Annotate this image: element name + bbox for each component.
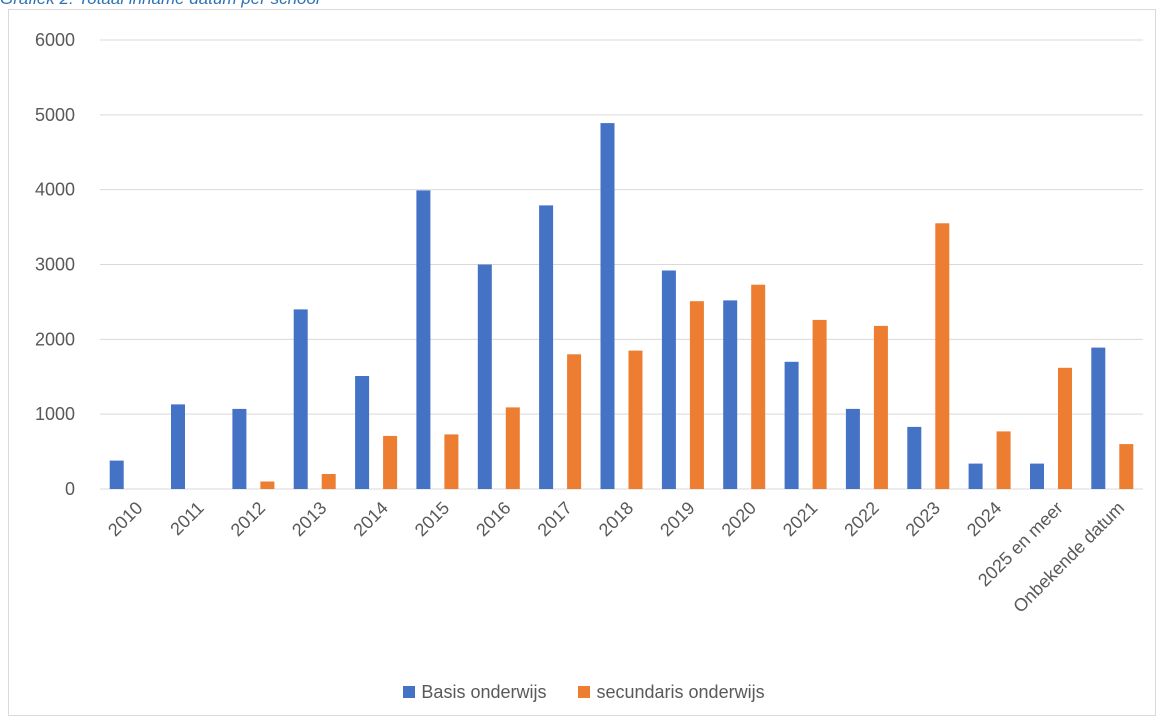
x-tick-label: Onbekende datum: [1009, 498, 1128, 617]
x-tick-label: 2017: [534, 498, 576, 540]
bar-basis-8: [600, 123, 615, 489]
chart-caption: Grafiek 2: Totaal inname datum per schoo…: [0, 0, 320, 9]
legend-item-basis: Basis onderwijs: [403, 682, 546, 703]
x-tick-label: 2015: [411, 498, 453, 540]
legend-label-basis: Basis onderwijs: [421, 681, 547, 702]
bar-basis-15: [1030, 463, 1044, 489]
bar-secundair-7: [567, 354, 582, 489]
bar-basis-3: [293, 309, 308, 489]
y-tick-label: 3000: [35, 255, 75, 275]
bar-secundair-16: [1119, 444, 1134, 489]
bars: [109, 123, 1134, 490]
bar-basis-16: [1091, 347, 1106, 489]
bar-basis-10: [723, 300, 738, 489]
x-tick-label: 2013: [288, 498, 330, 540]
bar-secundair-14: [996, 431, 1011, 489]
x-axis-ticks: 2010 2011 2012 2013 2014 2015 2016 2017 2018 2019…: [104, 498, 1128, 617]
x-tick-label: 2014: [349, 498, 391, 540]
y-tick-label: 5000: [35, 105, 75, 125]
bar-secundair-3: [321, 474, 336, 489]
y-tick-label: 6000: [35, 30, 75, 50]
x-tick-label: 2022: [840, 498, 882, 540]
y-tick-label: 2000: [35, 329, 75, 349]
bar-basis-14: [968, 463, 983, 489]
bar-basis-0: [109, 460, 124, 489]
legend: Basis onderwijs secundaris onderwijs: [0, 681, 1168, 703]
x-tick-label: 2012: [227, 498, 269, 540]
x-tick-label: 2024: [963, 498, 1005, 540]
bar-secundair-10: [751, 284, 766, 489]
x-tick-label: 2010: [104, 498, 146, 540]
x-tick-label: 2020: [718, 498, 760, 540]
bar-basis-11: [784, 361, 799, 489]
bar-basis-7: [539, 205, 554, 489]
bar-basis-6: [477, 264, 492, 489]
y-tick-label: 1000: [35, 404, 75, 424]
chart-frame: [8, 9, 1156, 716]
bar-secundair-6: [505, 407, 520, 489]
bar-secundair-2: [260, 481, 275, 489]
bar-secundair-12: [873, 325, 888, 489]
bar-secundair-4: [383, 435, 398, 489]
bar-basis-9: [661, 270, 676, 489]
y-tick-label: 4000: [35, 180, 75, 200]
bar-secundair-13: [935, 223, 950, 490]
y-axis-ticks: 0 1000 2000 3000 4000 5000 6000: [35, 30, 75, 499]
bar-secundair-5: [444, 434, 459, 489]
x-tick-label: 2023: [902, 498, 944, 540]
bar-basis-1: [171, 404, 185, 489]
bar-basis-12: [845, 408, 860, 489]
bar-secundair-11: [812, 319, 827, 489]
x-tick-label: 2011: [166, 498, 208, 540]
legend-item-secundair: secundaris onderwijs: [578, 681, 765, 703]
bar-secundair-15: [1058, 367, 1072, 489]
legend-swatch-secundair: [578, 686, 591, 698]
bar-basis-5: [416, 190, 431, 489]
legend-swatch-basis: [403, 686, 416, 698]
y-tick-label: 0: [65, 479, 75, 499]
bar-basis-13: [907, 426, 922, 489]
bar-basis-2: [232, 408, 247, 489]
x-tick-label: 2018: [595, 498, 637, 540]
x-tick-label: 2021: [779, 498, 821, 540]
bar-basis-4: [355, 376, 370, 489]
bar-secundair-9: [689, 301, 704, 489]
legend-label-secundair: secundaris onderwijs: [596, 681, 765, 702]
x-tick-label: 2019: [656, 498, 698, 540]
x-tick-label: 2016: [472, 498, 514, 540]
bar-secundair-8: [628, 350, 643, 489]
gridlines: [100, 39, 1143, 490]
